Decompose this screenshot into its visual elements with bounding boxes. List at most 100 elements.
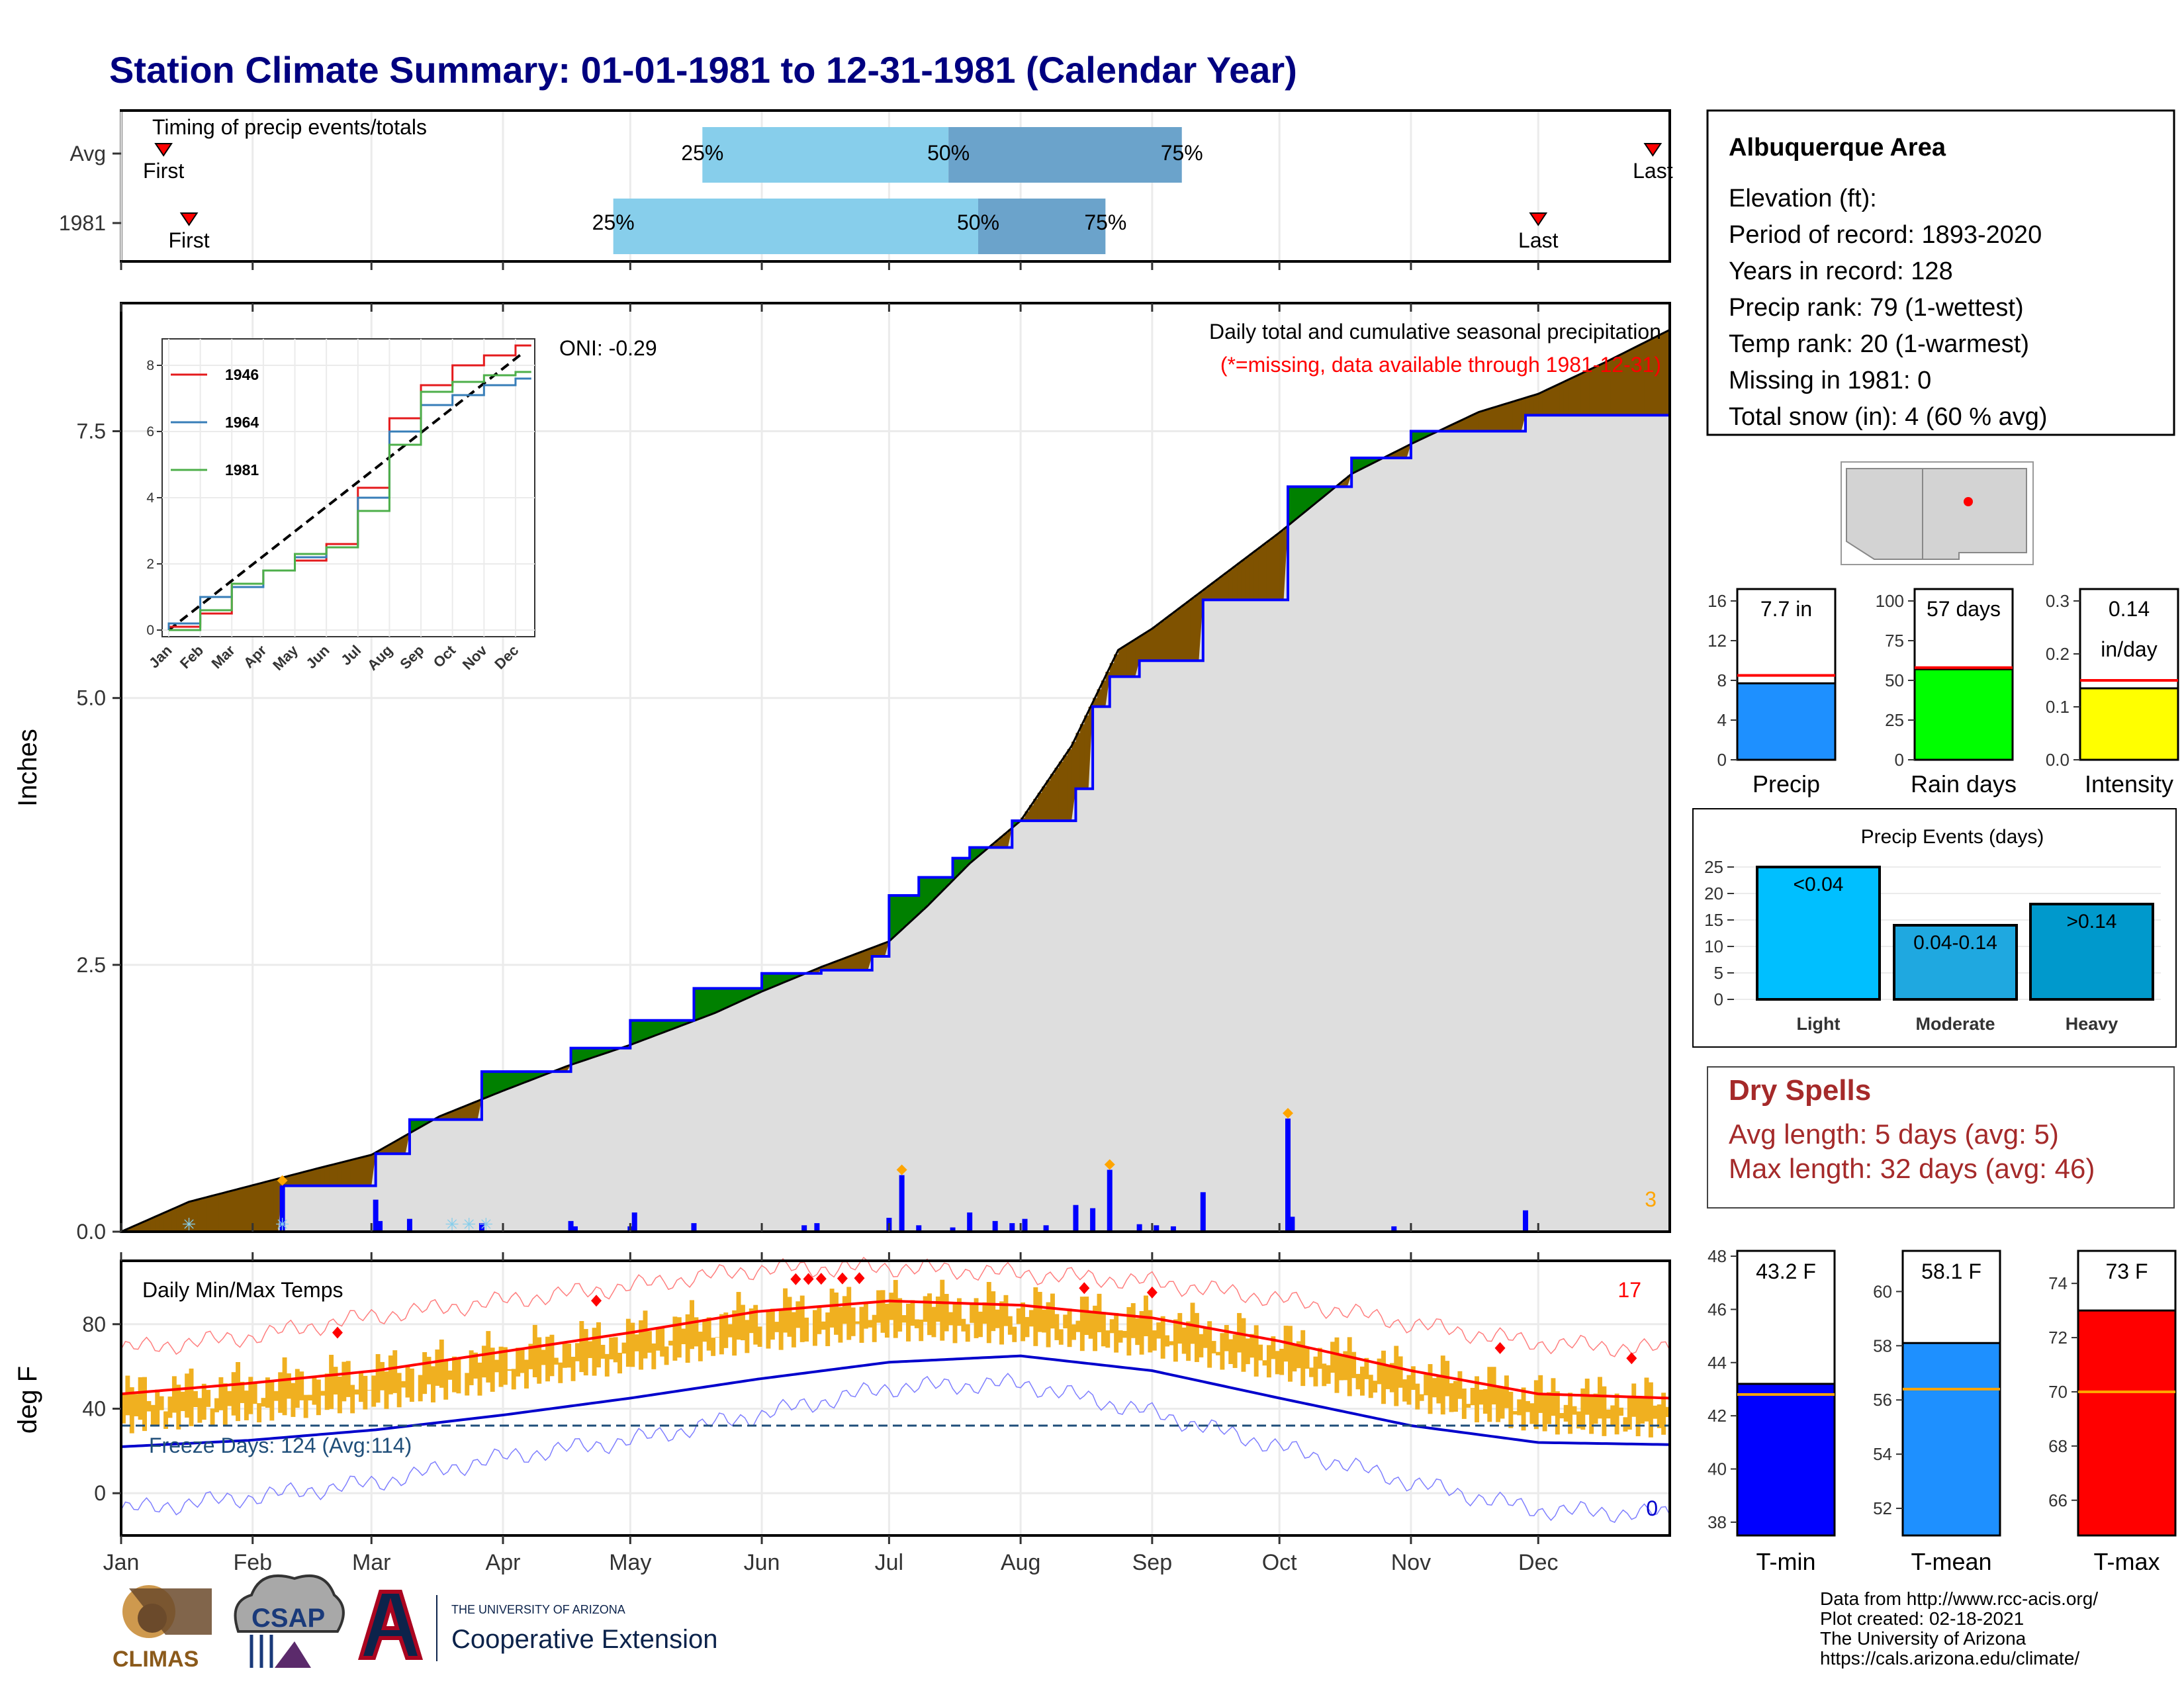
summary-bar-tick-label: 0: [1895, 750, 1904, 770]
daily-temp-bar: [1398, 1356, 1403, 1387]
departure-fill: [876, 945, 881, 956]
temp-bar-tick-label: 58: [1873, 1336, 1892, 1355]
temp-bar-tick-label: 44: [1707, 1353, 1727, 1373]
summary-bar-tick-label: 0.2: [2046, 644, 2070, 664]
daily-temp-bar: [138, 1377, 143, 1420]
departure-fill: [855, 954, 860, 970]
daily-temp-bar: [605, 1354, 610, 1377]
summary-bar-tick-label: 12: [1707, 631, 1727, 651]
departure-fill: [1068, 749, 1072, 821]
month-label: Nov: [1391, 1550, 1431, 1575]
daily-temp-bar: [982, 1303, 987, 1324]
daily-temp-bar: [779, 1310, 784, 1349]
daily-temp-bar: [1432, 1378, 1437, 1397]
precip-ytick-label: 7.5: [77, 420, 106, 443]
ua-name: THE UNIVERSITY OF ARIZONA: [451, 1603, 625, 1616]
departure-fill: [1529, 396, 1534, 415]
daily-temp-bar: [1428, 1364, 1433, 1414]
daily-temp-bar: [885, 1304, 889, 1338]
departure-fill: [269, 1180, 274, 1232]
departure-fill: [1046, 780, 1051, 821]
daily-temp-bar: [1369, 1375, 1373, 1398]
timing-row-label-year: 1981: [59, 211, 106, 235]
events-bar-value: <0.04: [1794, 874, 1844, 895]
station-info-line: Temp rank: 20 (1-warmest): [1729, 330, 2029, 358]
temp-bar-tick-label: 42: [1707, 1406, 1727, 1426]
daily-temp-bar: [431, 1366, 435, 1402]
station-info-line: Period of record: 1893-2020: [1729, 221, 2042, 249]
daily-temp-bar: [961, 1319, 966, 1332]
oni-label: ONI: -0.29: [559, 336, 657, 360]
timing-label-25: 25%: [592, 210, 635, 234]
daily-temp-bar: [223, 1383, 228, 1425]
departure-fill: [1258, 547, 1263, 600]
daily-temp-bar: [715, 1337, 720, 1338]
daily-temp-bar: [334, 1367, 338, 1394]
daily-temp-bar: [214, 1398, 219, 1412]
events-title: Precip Events (days): [1861, 826, 2044, 848]
departure-fill: [1126, 643, 1131, 676]
temp-bar-tick-label: 74: [2048, 1273, 2068, 1293]
dry-spells-avg: Avg length: 5 days (avg: 5): [1729, 1119, 2059, 1150]
departure-fill: [707, 988, 711, 1015]
precip-note: Daily total and cumulative seasonal prec…: [1209, 320, 1661, 343]
daily-temp-bar: [1649, 1383, 1653, 1438]
daily-temp-bar: [376, 1354, 381, 1402]
daily-temp-bar: [452, 1357, 457, 1393]
daily-temp-bar: [1645, 1377, 1649, 1421]
daily-temp-bar: [1589, 1394, 1594, 1434]
timing-bar-q25-q50: [614, 199, 978, 254]
departure-fill: [168, 1211, 173, 1232]
departure-fill: [1152, 627, 1157, 661]
departure-fill: [1517, 400, 1522, 432]
events-tick-label: 20: [1704, 884, 1723, 903]
daily-temp-bar: [384, 1371, 388, 1409]
daily-temp-bar: [792, 1312, 796, 1348]
departure-fill: [660, 1021, 664, 1033]
daily-temp-bar: [380, 1362, 385, 1391]
daily-temp-bar: [1347, 1337, 1352, 1396]
precip-ytick-label: 2.5: [77, 953, 106, 977]
daily-temp-bar: [507, 1369, 512, 1371]
temp-title: Daily Min/Max Temps: [142, 1278, 343, 1302]
missing-note: (*=missing, data available through 1981-…: [1220, 353, 1661, 377]
departure-fill: [197, 1199, 202, 1232]
daily-temp-bar: [842, 1296, 847, 1324]
daily-temp-bar: [189, 1369, 194, 1426]
departure-fill: [1220, 576, 1224, 600]
daily-temp-bar: [999, 1301, 1004, 1344]
temp-corner-bottom: 0: [1646, 1496, 1658, 1520]
departure-fill: [1075, 733, 1080, 788]
timing-bar-q25-q50: [702, 127, 948, 183]
departure-fill: [218, 1193, 223, 1232]
departure-fill: [1191, 598, 1195, 661]
daily-temp-bar: [1101, 1312, 1106, 1346]
departure-fill: [860, 952, 864, 970]
daily-temp-bar: [1288, 1326, 1293, 1381]
departure-fill: [1254, 550, 1259, 600]
daily-temp-bar: [435, 1349, 439, 1386]
temp-bar-tick-label: 68: [2048, 1436, 2068, 1456]
departure-fill: [1555, 385, 1560, 415]
daily-temp-bar: [970, 1303, 974, 1323]
daily-temp-bar: [635, 1334, 639, 1351]
departure-fill: [1054, 768, 1059, 821]
events-bar-category: Light: [1797, 1014, 1841, 1034]
departure-fill: [698, 988, 703, 1019]
departure-fill: [1279, 531, 1284, 600]
daily-temp-bar: [1529, 1403, 1534, 1424]
daily-temp-bar: [1407, 1375, 1412, 1405]
daily-temp-bar: [316, 1379, 321, 1415]
departure-fill: [1508, 402, 1513, 432]
daily-temp-bar: [609, 1338, 614, 1359]
daily-temp-bar: [668, 1341, 673, 1346]
daily-temp-bar: [176, 1385, 181, 1430]
daily-temp-bar: [711, 1338, 715, 1356]
daily-temp-bar: [1424, 1375, 1428, 1395]
departure-fill: [1042, 786, 1046, 821]
daily-temp-bar: [172, 1376, 177, 1412]
departure-fill: [1250, 553, 1254, 600]
departure-fill: [359, 1158, 363, 1186]
